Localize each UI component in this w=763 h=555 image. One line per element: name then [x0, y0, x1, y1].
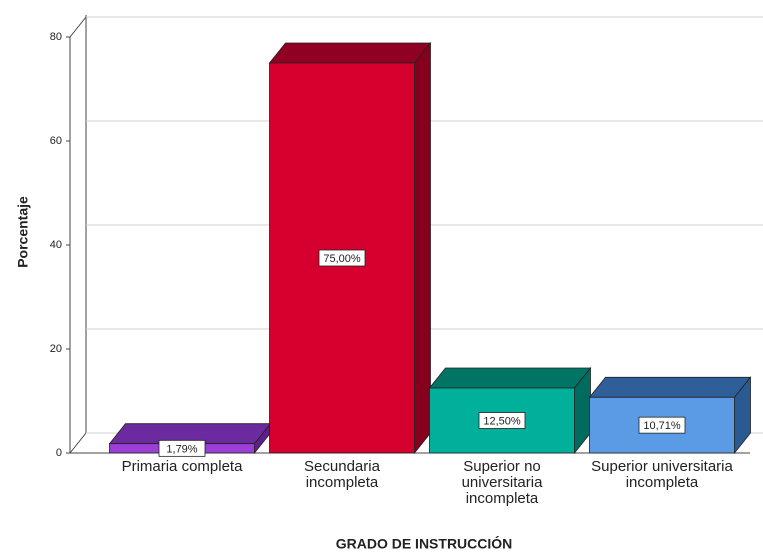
y-tick-label: 60 — [50, 135, 62, 147]
value-label-box — [638, 416, 686, 434]
bar-side — [414, 41, 431, 455]
value-label: 1,79% — [166, 443, 197, 455]
axis-depth — [69, 16, 87, 38]
x-tick-label: Primaria completa — [121, 458, 243, 475]
bar-top — [428, 367, 592, 389]
value-label: 10,71% — [643, 420, 681, 432]
y-tick-label: 40 — [50, 239, 62, 251]
x-tick-label: Secundaria incompleta — [304, 458, 380, 491]
floor-depth — [69, 432, 87, 454]
value-label: 12,50% — [483, 415, 521, 427]
value-label-box — [478, 412, 526, 429]
value-label: 75,00% — [323, 253, 361, 265]
y-tick-label: 20 — [50, 343, 62, 355]
x-tick-label: Superior no universitaria incompleta — [461, 458, 543, 507]
y-tick-label: 0 — [56, 447, 62, 459]
bar-top — [268, 42, 432, 64]
value-label-box — [158, 439, 206, 457]
x-axis-title: GRADO DE INSTRUCCIÓN — [336, 535, 513, 552]
value-label-box — [318, 249, 366, 267]
x-tick-label: Superior universitaria incompleta — [591, 458, 733, 491]
y-tick-label: 80 — [50, 31, 62, 43]
y-axis-title: Porcentaje — [15, 196, 31, 268]
bar-top — [588, 376, 752, 398]
